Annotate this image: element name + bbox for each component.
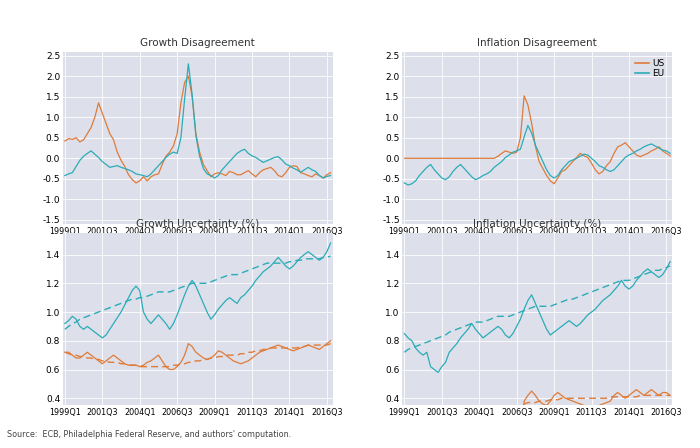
Title: Growth Disagreement: Growth Disagreement <box>141 38 255 48</box>
Title: Inflation Uncertainty (%): Inflation Uncertainty (%) <box>473 220 601 229</box>
Text: FIGURE 1: FIGURE 1 <box>8 11 55 20</box>
Title: Growth Uncertainty (%): Growth Uncertainty (%) <box>136 220 260 229</box>
Text: Source:  ECB, Philadelphia Federal Reserve, and authors' computation.: Source: ECB, Philadelphia Federal Reserv… <box>7 430 291 439</box>
Text: UNCERTAINTY AND DISAGREEMENT IN REAL GROWTH AND INFLATION IN EUROPE AND IN THE U: UNCERTAINTY AND DISAGREEMENT IN REAL GRO… <box>56 11 497 20</box>
Legend: US, EU: US, EU <box>633 56 668 81</box>
Title: Inflation Disagreement: Inflation Disagreement <box>477 38 597 48</box>
